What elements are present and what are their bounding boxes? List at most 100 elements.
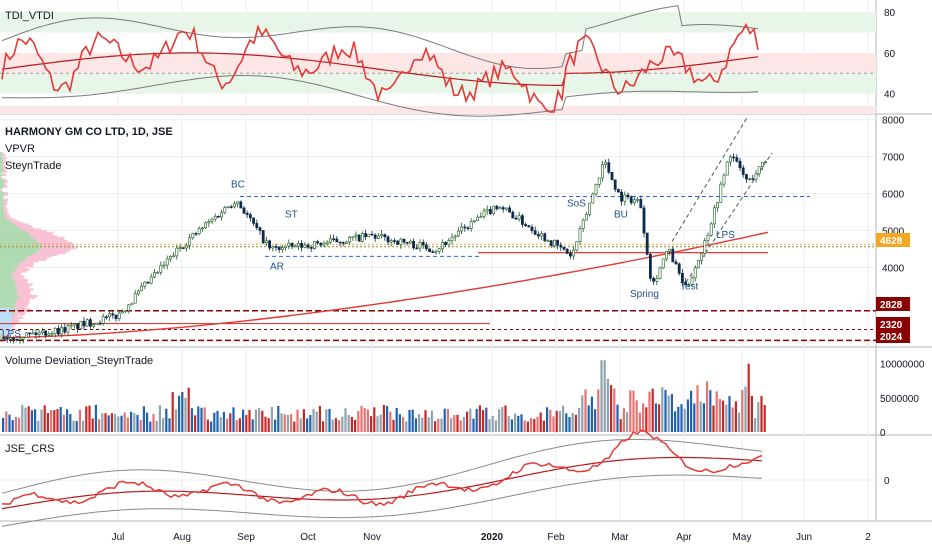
candle-body: [217, 215, 220, 218]
candle-body: [242, 207, 246, 214]
vpvr-bar: [3, 333, 6, 336]
candle-body: [127, 304, 131, 311]
vpvr-bar: [0, 291, 17, 295]
volume-bar: [517, 415, 520, 432]
candle-body: [437, 248, 441, 252]
volume-bar: [494, 420, 497, 432]
vpvr-bar: [0, 288, 19, 291]
volume-bar: [654, 403, 657, 432]
candle-body: [40, 330, 44, 333]
candle-body: [213, 215, 217, 220]
volume-bar: [526, 421, 529, 432]
candle-body: [226, 206, 230, 209]
vpvr-bar: [1, 196, 4, 200]
candle-body: [63, 327, 67, 333]
vpvr-bar: [21, 260, 39, 263]
volume-bar: [245, 415, 248, 432]
wyckoff-label: Spring: [630, 289, 659, 300]
volume-bar: [450, 418, 453, 432]
volume-bar: [632, 390, 635, 432]
candle-body: [344, 241, 348, 244]
vpvr-bar: [0, 173, 4, 177]
candle-body: [31, 332, 35, 335]
volume-bar: [114, 413, 117, 432]
volume-bar: [466, 411, 469, 432]
candle-body: [322, 243, 326, 246]
vpvr-bar: [0, 336, 3, 339]
vpvr-bar: [0, 230, 26, 233]
volume-bar: [219, 417, 222, 432]
candle-body: [728, 156, 732, 163]
vpvr-bar: [37, 240, 68, 243]
volume-bar: [443, 408, 446, 432]
candle-body: [677, 263, 681, 274]
candle-body: [514, 217, 518, 220]
volume-bar: [750, 395, 753, 432]
vpvr-bar: [0, 266, 14, 270]
candle-body: [693, 267, 697, 279]
candle-body: [399, 238, 403, 245]
crs-line: [1, 429, 763, 507]
volume-bar: [680, 404, 683, 432]
vpvr-bar: [10, 220, 19, 223]
candle-body: [629, 196, 633, 204]
volume-bar: [629, 390, 632, 432]
vpvr-bar: [0, 255, 29, 258]
vpvr-bar: [0, 261, 19, 265]
vpvr-bar: [13, 313, 25, 316]
candle-body: [204, 222, 208, 229]
volume-bar: [235, 420, 238, 432]
volume-bar: [85, 406, 88, 432]
candle-body: [105, 316, 108, 319]
time-axis-label: Feb: [547, 532, 565, 543]
volume-bar: [75, 420, 78, 432]
volume-bar: [507, 416, 510, 432]
vpvr-bar: [8, 218, 16, 221]
candle-body: [588, 202, 592, 215]
vpvr-bar: [3, 153, 6, 157]
price-tag-label: 2320: [880, 320, 903, 331]
volume-bar: [763, 405, 766, 432]
candle-body: [428, 248, 432, 253]
volume-bar: [126, 417, 129, 432]
vpvr-bar: [0, 256, 27, 260]
volume-bar: [69, 413, 72, 432]
candle-body: [575, 241, 579, 251]
vpvr-bar: [4, 334, 9, 338]
candle-body: [706, 234, 710, 241]
volume-bar: [226, 418, 229, 432]
candle-body: [47, 333, 51, 336]
candle-body: [319, 242, 323, 246]
vpvr-bar: [18, 265, 34, 268]
vpvr-bar: [4, 211, 8, 215]
vpvr-bar: [0, 191, 5, 195]
volume-bar: [110, 413, 113, 432]
time-axis-label: Jul: [112, 532, 125, 543]
volume-bar: [584, 389, 587, 432]
candle-body: [44, 330, 48, 336]
volume-bar: [635, 400, 638, 432]
candle-body: [172, 255, 176, 258]
volume-bar: [286, 415, 289, 432]
candle-body: [594, 184, 598, 195]
volume-bar: [392, 419, 395, 432]
volume-bar: [136, 414, 139, 432]
candle-body: [325, 241, 329, 244]
time-axis-label: Aug: [173, 532, 191, 543]
vpvr-bar: [0, 195, 3, 198]
candle-body: [607, 162, 611, 173]
volume-bar: [459, 420, 462, 432]
candle-body: [364, 233, 368, 238]
volume-bar: [146, 412, 149, 432]
vpvr-bar: [16, 284, 30, 288]
volume-bar: [706, 381, 709, 432]
volume-bar: [712, 405, 715, 432]
volume-bar: [590, 396, 593, 432]
volume-bar: [616, 404, 619, 432]
crs-pane-title: JSE_CRS: [5, 443, 55, 455]
vpvr-bar: [0, 299, 17, 303]
vpvr-bar: [29, 233, 54, 236]
volume-bar: [395, 407, 398, 432]
volume-bar: [574, 414, 577, 432]
